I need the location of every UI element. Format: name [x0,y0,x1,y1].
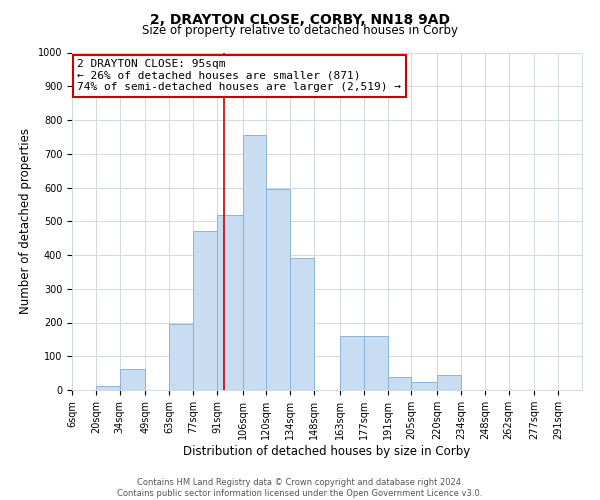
Bar [242,135,266,390]
Bar [193,232,217,390]
Bar [364,336,388,390]
Bar [290,258,314,390]
Bar [266,189,290,390]
Bar [96,386,120,390]
Bar [217,214,242,390]
Bar [412,382,437,390]
Text: 2, DRAYTON CLOSE, CORBY, NN18 9AD: 2, DRAYTON CLOSE, CORBY, NN18 9AD [150,12,450,26]
Bar [340,336,364,390]
Text: Contains HM Land Registry data © Crown copyright and database right 2024.
Contai: Contains HM Land Registry data © Crown c… [118,478,482,498]
Bar [169,324,193,390]
Text: Size of property relative to detached houses in Corby: Size of property relative to detached ho… [142,24,458,37]
Text: 2 DRAYTON CLOSE: 95sqm
← 26% of detached houses are smaller (871)
74% of semi-de: 2 DRAYTON CLOSE: 95sqm ← 26% of detached… [77,59,401,92]
Y-axis label: Number of detached properties: Number of detached properties [19,128,32,314]
Bar [437,375,461,390]
Bar [120,369,145,390]
X-axis label: Distribution of detached houses by size in Corby: Distribution of detached houses by size … [184,445,470,458]
Bar [388,376,412,390]
